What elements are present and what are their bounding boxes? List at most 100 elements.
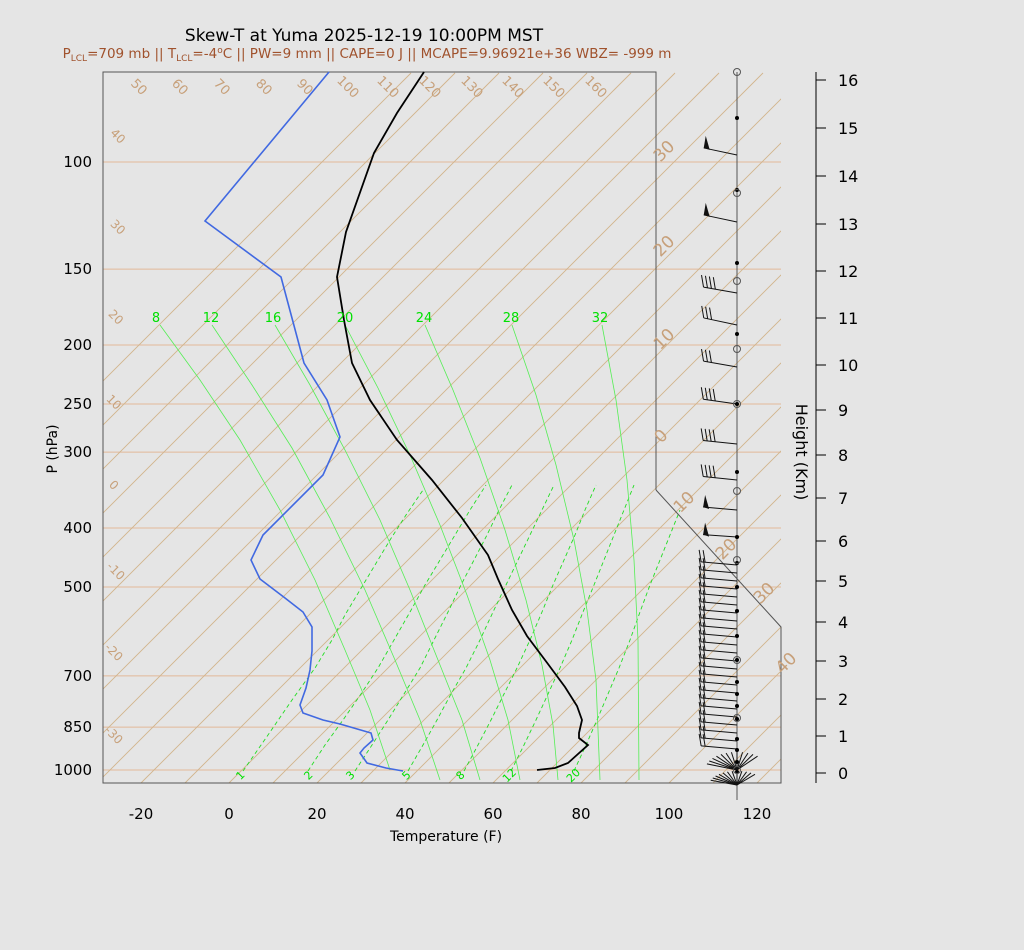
wind-level-dot bbox=[735, 634, 739, 638]
wind-barb-staff bbox=[703, 286, 738, 294]
wind-barb-feather bbox=[709, 307, 713, 320]
wind-barb-feather bbox=[700, 387, 704, 400]
wind-barb-feather bbox=[700, 464, 704, 477]
wind-barb-feather bbox=[698, 693, 702, 706]
wind-barb-feather bbox=[698, 597, 702, 610]
wind-barb-staff bbox=[701, 657, 738, 662]
wind-level-dot bbox=[735, 470, 739, 474]
height-level-marker bbox=[733, 189, 741, 197]
wind-barb-staff bbox=[701, 569, 738, 574]
wind-barb-staff bbox=[701, 697, 738, 702]
wind-barb-feather bbox=[702, 726, 706, 739]
wind-barb-staff bbox=[703, 439, 738, 445]
wind-barb-staff bbox=[716, 755, 738, 771]
isotherm-label-70: 70 bbox=[210, 76, 232, 98]
mixing-ratio-bottom-label-20: 20 bbox=[564, 766, 583, 785]
wind-barb-feather bbox=[708, 465, 712, 478]
temperature-tick-labels: -20 0 20 40 60 80 100 120 bbox=[129, 805, 772, 823]
isotherm-label-60: 60 bbox=[168, 76, 190, 98]
pressure-tick-700: 700 bbox=[63, 667, 92, 685]
wind-level-dot bbox=[735, 717, 739, 721]
wind-barb-feather bbox=[702, 606, 706, 619]
mixing-ratio-label-16: 16 bbox=[265, 311, 282, 326]
wind-barb-staff bbox=[701, 641, 738, 646]
wind-barb-staff bbox=[709, 760, 738, 771]
wind-barb-staff bbox=[727, 771, 738, 786]
wind-barb-feather bbox=[708, 276, 712, 289]
isotherm-label-right: 10 bbox=[670, 488, 699, 517]
isotherm-label-110: 110 bbox=[373, 73, 401, 101]
pressure-tick-500: 500 bbox=[63, 578, 92, 596]
mixing-ratio-curve bbox=[511, 324, 601, 781]
wind-barb-staff bbox=[701, 593, 738, 598]
wind-barb-feather bbox=[702, 686, 706, 699]
wind-barb-feather bbox=[712, 465, 716, 478]
wind-level-dot bbox=[735, 737, 739, 741]
isotherm-label-right: 30 bbox=[750, 579, 779, 608]
wind-barb-staff bbox=[718, 773, 738, 786]
isotherm-line bbox=[103, 72, 544, 514]
isotherm-label-left: 0 bbox=[106, 478, 121, 493]
isotherm-line bbox=[316, 318, 781, 783]
isotherm-line bbox=[103, 72, 720, 690]
height-tick-6: 6 bbox=[838, 532, 848, 551]
mixing-ratio-label-32: 32 bbox=[592, 311, 609, 326]
height-level-marker bbox=[733, 556, 741, 564]
isotherm-line bbox=[889, 73, 1024, 783]
wind-barb-flag bbox=[703, 202, 710, 217]
isotherm-label-150: 150 bbox=[539, 73, 567, 101]
height-tick-0: 0 bbox=[838, 764, 848, 783]
y-axis-label: P (hPa) bbox=[45, 424, 61, 473]
temp-tick-80: 80 bbox=[571, 805, 590, 823]
mixing-ratio-label-8: 8 bbox=[152, 311, 160, 326]
wind-barb-feather bbox=[708, 429, 712, 442]
mixing-ratio-bottom-label-8: 8 bbox=[453, 768, 467, 782]
isotherm-line bbox=[228, 230, 781, 783]
temperature-profile bbox=[336, 71, 590, 771]
mixing-ratio-label-12: 12 bbox=[203, 311, 220, 326]
mixing-ratio-curve bbox=[274, 324, 481, 781]
height-tick-12: 12 bbox=[838, 262, 858, 281]
wind-barb-staff bbox=[701, 721, 738, 726]
wind-barbs bbox=[698, 68, 758, 786]
wind-barb-staff bbox=[736, 755, 758, 771]
wind-barb-feather bbox=[702, 670, 706, 683]
wind-barb-feather bbox=[704, 387, 708, 400]
isotherm-line bbox=[184, 186, 781, 783]
isotherm-label-80: 80 bbox=[252, 76, 274, 98]
wind-barb-flag bbox=[703, 522, 710, 537]
wind-barb-feather bbox=[702, 718, 706, 731]
mixing-ratio-curve bbox=[573, 509, 681, 772]
mixing-ratio-bottom-label-1: 1 bbox=[233, 768, 247, 782]
isotherm-lines bbox=[103, 72, 1024, 783]
wind-barb-staff bbox=[701, 625, 738, 630]
height-level-marker bbox=[733, 68, 741, 76]
wind-barb-staff bbox=[701, 737, 738, 742]
wind-barb-flag bbox=[703, 135, 710, 150]
height-tick-11: 11 bbox=[838, 309, 858, 328]
height-tick-15: 15 bbox=[838, 119, 858, 138]
wind-barb-staff bbox=[701, 609, 738, 614]
wind-barb-feather bbox=[698, 557, 702, 570]
wind-level-dot bbox=[735, 680, 739, 684]
pressure-tick-labels: 100 150 200 250 300 400 500 700 850 1000 bbox=[54, 153, 92, 779]
isotherm-line bbox=[103, 72, 764, 734]
wind-barb-staff bbox=[722, 772, 738, 786]
wind-barb-feather bbox=[704, 428, 708, 441]
temp-tick--20: -20 bbox=[129, 805, 154, 823]
height-tick-10: 10 bbox=[838, 356, 858, 375]
wind-barb-staff bbox=[701, 665, 738, 670]
isotherm-label-right: 20 bbox=[650, 232, 679, 261]
pressure-tick-100: 100 bbox=[63, 153, 92, 171]
wind-barb-feather bbox=[700, 428, 704, 441]
wind-level-dot bbox=[735, 748, 739, 752]
isotherm-line bbox=[103, 98, 781, 778]
wind-barb-staff bbox=[701, 681, 738, 686]
mixing-ratio-labels: 8 12 16 20 24 28 321 2 3 5 8 12 20 bbox=[152, 311, 608, 785]
height-axis-label: Height (Km) bbox=[792, 404, 811, 501]
pressure-tick-150: 150 bbox=[63, 260, 92, 278]
wind-barb-feather bbox=[698, 733, 702, 746]
wind-level-dot bbox=[735, 535, 739, 539]
wind-barb-staff bbox=[736, 771, 743, 786]
